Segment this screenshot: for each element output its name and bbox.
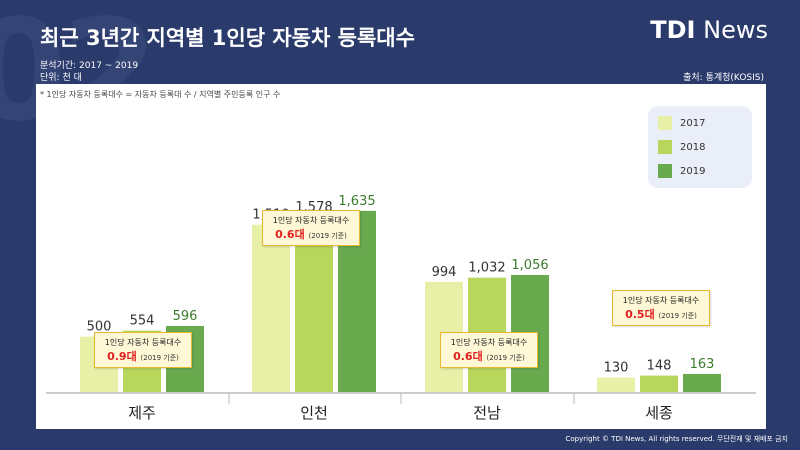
legend-swatch-2017 xyxy=(658,116,672,130)
bar-세종-2018 xyxy=(640,375,678,392)
callout-jeonnam: 1인당 자동차 등록대수 0.6대 (2019 기준) xyxy=(440,332,538,368)
formula-note: * 1인당 자동차 등록대수 = 자동차 등록대 수 / 지역별 주민등록 인구… xyxy=(40,90,281,99)
callout-incheon: 1인당 자동차 등록대수 0.6대 (2019 기준) xyxy=(262,210,360,246)
page-title: 최근 3년간 지역별 1인당 자동차 등록대수 xyxy=(40,26,415,50)
data-label: 596 xyxy=(173,309,198,324)
source-label: 출처: 통계청(KOSIS) xyxy=(683,73,764,83)
bar-인천-2018 xyxy=(295,217,333,392)
category-label: 세종 xyxy=(645,404,673,422)
legend-item-2019: 2019 xyxy=(658,164,705,178)
legend: 2017 2018 2019 xyxy=(648,106,752,188)
data-label: 1,032 xyxy=(468,261,505,276)
data-label: 500 xyxy=(87,320,112,335)
callout-jeju: 1인당 자동차 등록대수 0.9대 (2019 기준) xyxy=(94,332,192,368)
bar-세종-2019 xyxy=(683,373,721,392)
data-label: 1,056 xyxy=(511,258,548,273)
legend-item-2017: 2017 xyxy=(658,116,705,130)
unit-label: 단위: 천 대 xyxy=(40,73,82,83)
category-label: 인천 xyxy=(300,404,328,422)
category-label: 전남 xyxy=(473,404,501,422)
data-label: 1,635 xyxy=(338,194,375,209)
bar-세종-2017 xyxy=(597,377,635,392)
legend-swatch-2019 xyxy=(658,164,672,178)
copyright: Copyright © TDI News, All rights reserve… xyxy=(565,435,788,443)
data-label: 130 xyxy=(604,361,629,376)
bar-인천-2017 xyxy=(252,224,290,392)
category-label: 제주 xyxy=(128,404,156,422)
analysis-period: 분석기간: 2017 ~ 2019 xyxy=(40,61,139,71)
bar-chart: 500554596제주1,5101,5781,635인천9941,0321,05… xyxy=(46,194,756,422)
data-label: 148 xyxy=(647,359,672,374)
legend-swatch-2018 xyxy=(658,140,672,154)
callout-sejong: 1인당 자동차 등록대수 0.5대 (2019 기준) xyxy=(612,290,710,326)
legend-item-2018: 2018 xyxy=(658,140,705,154)
data-label: 554 xyxy=(130,314,155,329)
tdi-news-logo: TDI News xyxy=(650,16,768,44)
data-label: 163 xyxy=(690,357,715,372)
data-label: 994 xyxy=(432,265,457,280)
